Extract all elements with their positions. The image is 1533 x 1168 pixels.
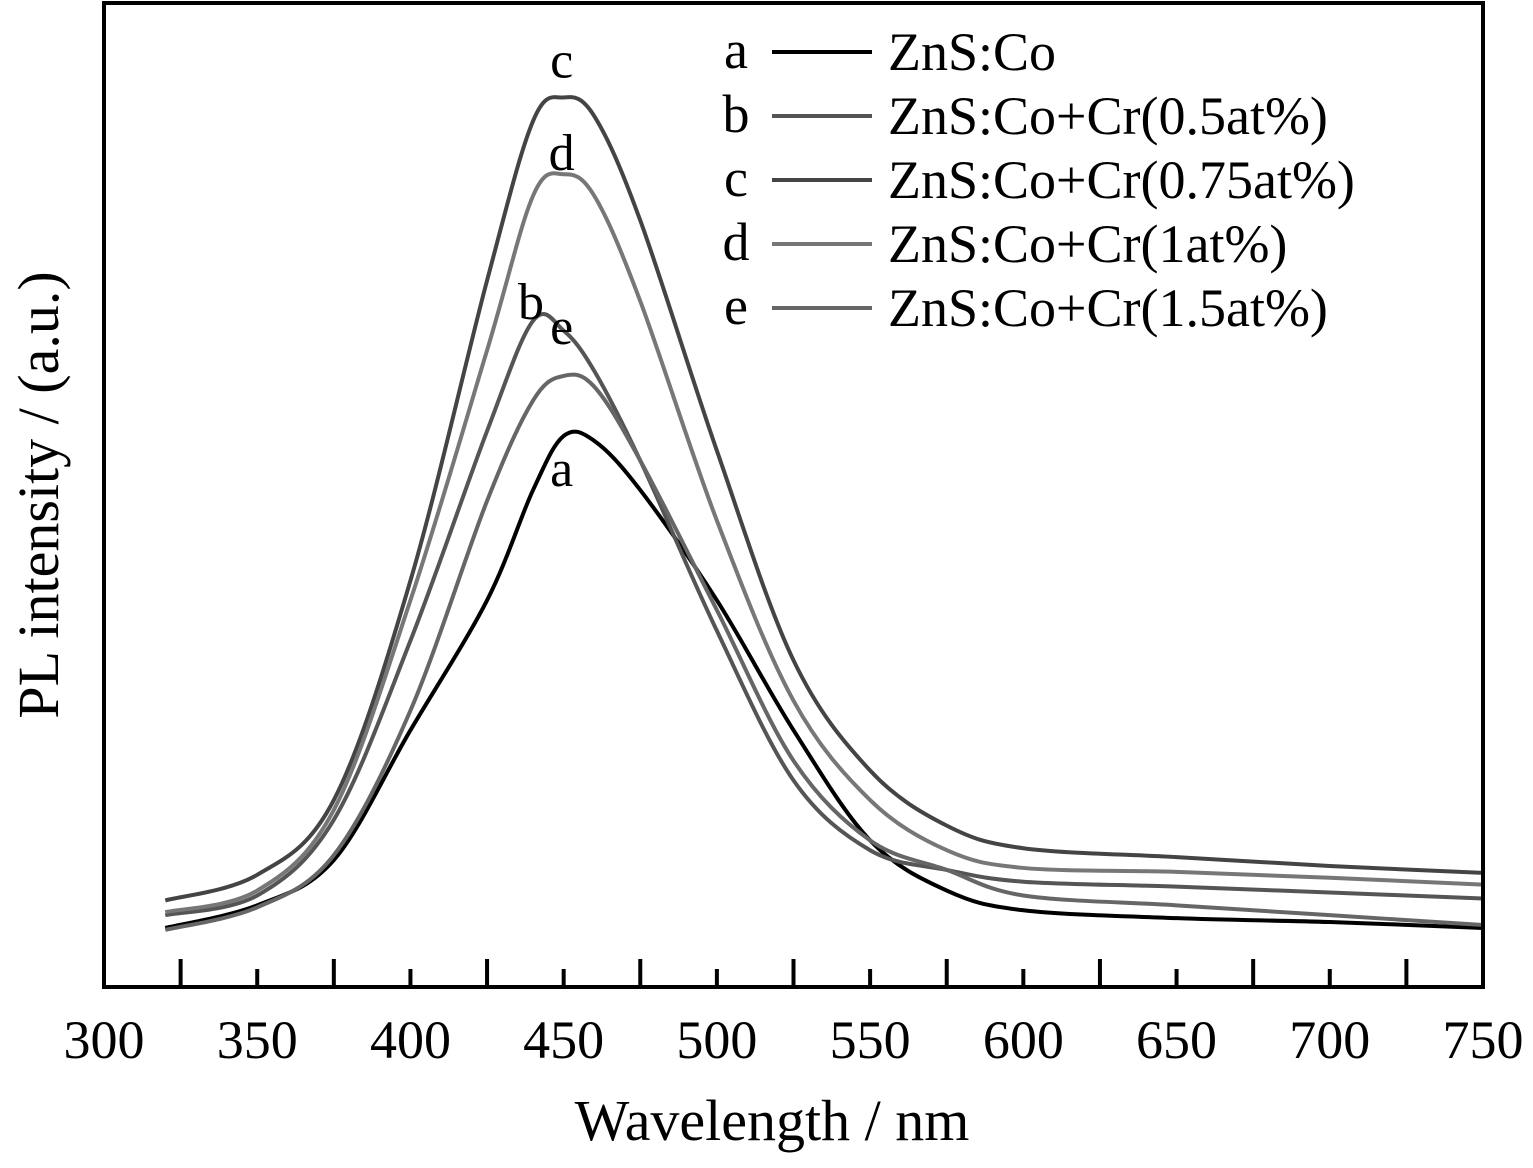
- x-tick-label: 450: [523, 1010, 604, 1070]
- series-line-d: [164, 171, 1484, 915]
- y-axis-label: PL intensity / (a.u.): [6, 271, 71, 718]
- legend-label: ZnS:Co+Cr(1.5at%): [888, 278, 1328, 338]
- x-axis-label: Wavelength / nm: [575, 1088, 970, 1153]
- legend-label: ZnS:Co: [888, 22, 1056, 82]
- series-label-c: c: [550, 32, 573, 89]
- legend-label: ZnS:Co+Cr(0.75at%): [888, 150, 1355, 210]
- series-lines: [164, 95, 1484, 932]
- series-line-e: [164, 372, 1484, 932]
- x-tick-label: 700: [1289, 1010, 1370, 1070]
- x-tick-label: 600: [983, 1010, 1064, 1070]
- series-label-b: b: [518, 274, 544, 331]
- x-axis-ticks: [178, 959, 1409, 987]
- series-labels: a b cd e: [518, 32, 575, 497]
- legend-item-d: d ZnS:Co+Cr(1at%): [723, 212, 1288, 274]
- x-axis-tick-labels: 300 350 400 450 500 550 600 650 700 750: [64, 1010, 1524, 1070]
- x-tick-label: 650: [1136, 1010, 1217, 1070]
- legend-key: c: [724, 148, 748, 208]
- series-label-a: a: [550, 441, 573, 498]
- series-label-d: d: [549, 125, 575, 182]
- series-line-a: [164, 429, 1484, 930]
- series-label-e: e: [550, 299, 573, 356]
- legend-item-c: c ZnS:Co+Cr(0.75at%): [724, 148, 1355, 210]
- legend-label: ZnS:Co+Cr(1at%): [888, 214, 1287, 274]
- legend: a ZnS:Co b ZnS:Co+Cr(0.5at%) c ZnS:Co+Cr(0.75…: [723, 20, 1355, 338]
- x-tick-label: 300: [64, 1010, 145, 1070]
- legend-key: d: [723, 212, 750, 272]
- legend-item-b: b ZnS:Co+Cr(0.5at%): [723, 84, 1328, 146]
- legend-item-e: e ZnS:Co+Cr(1.5at%): [724, 276, 1328, 338]
- legend-item-a: a ZnS:Co: [724, 20, 1056, 82]
- x-tick-label: 350: [217, 1010, 298, 1070]
- legend-label: ZnS:Co+Cr(0.5at%): [888, 86, 1328, 146]
- legend-key: b: [723, 84, 750, 144]
- x-tick-label: 550: [830, 1010, 911, 1070]
- x-tick-label: 500: [676, 1010, 757, 1070]
- x-tick-label: 750: [1443, 1010, 1524, 1070]
- x-tick-label: 400: [370, 1010, 451, 1070]
- series-line-c: [164, 95, 1484, 903]
- legend-key: e: [724, 276, 748, 336]
- series-line-b: [164, 312, 1484, 918]
- legend-key: a: [724, 20, 748, 80]
